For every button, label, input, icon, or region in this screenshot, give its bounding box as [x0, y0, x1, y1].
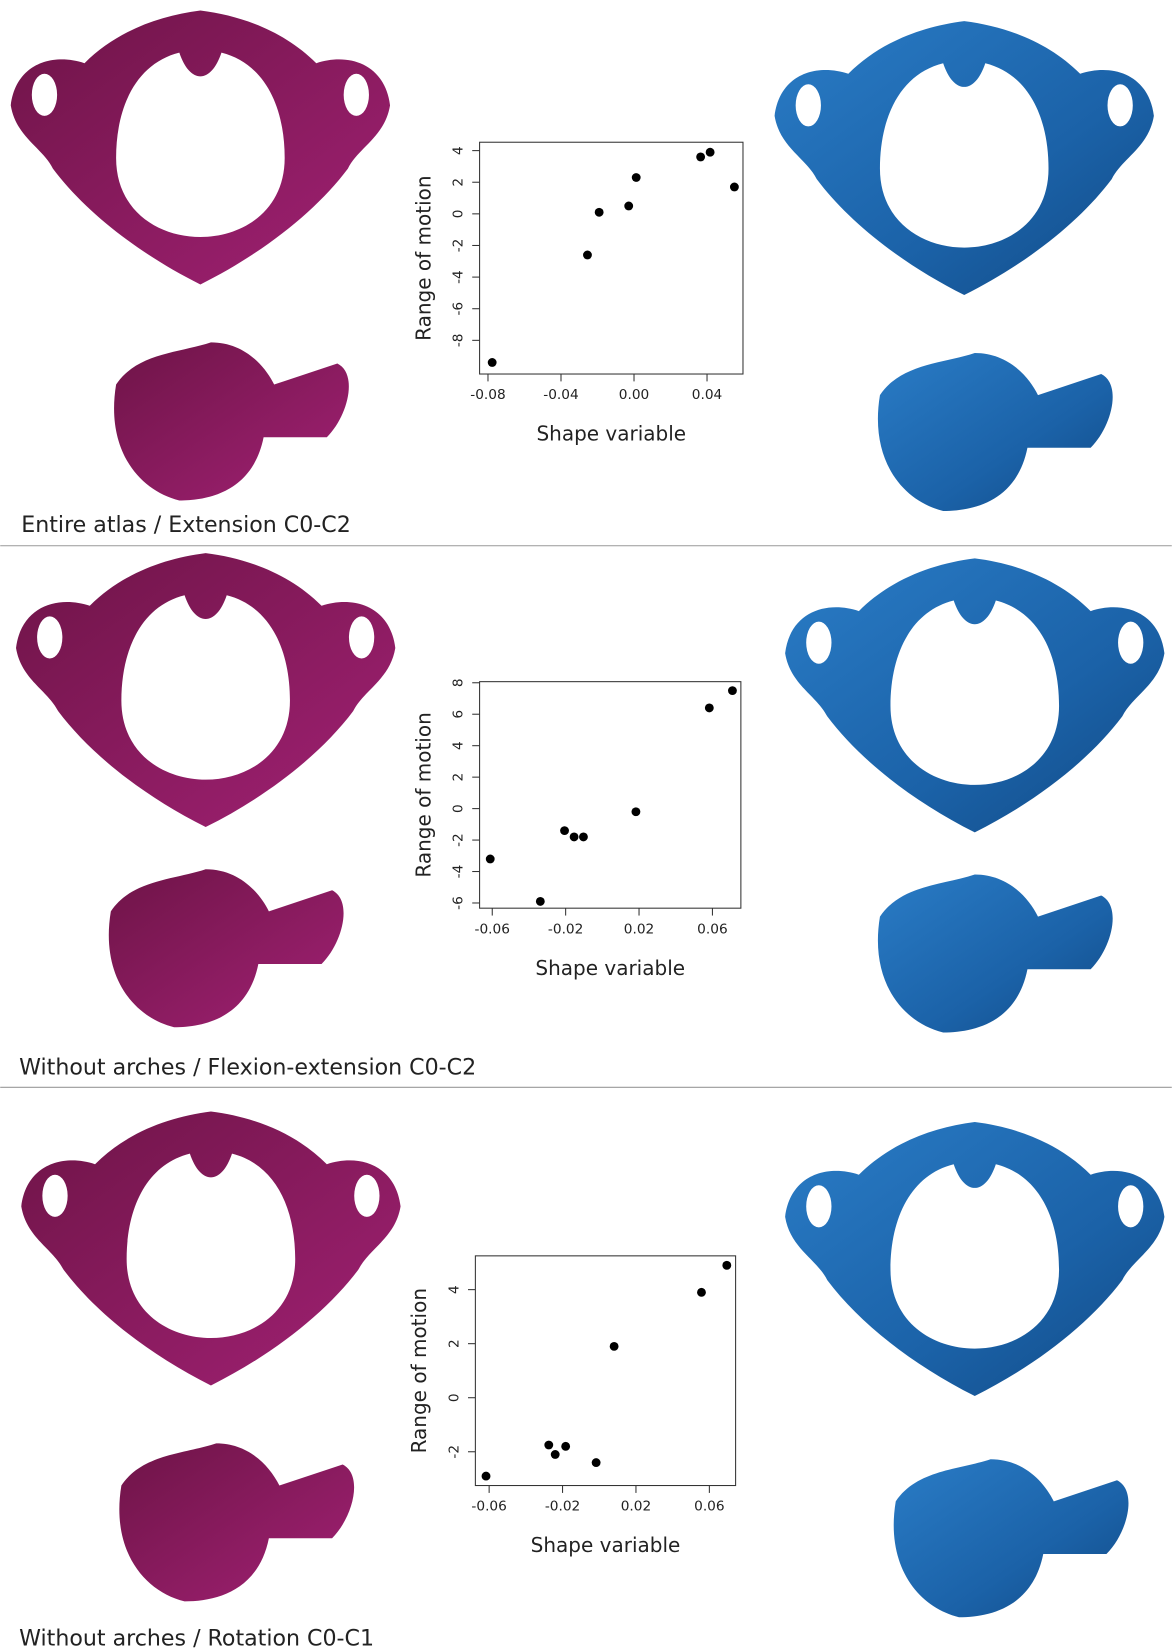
panel-caption: Entire atlas / Extension C0-C2: [21, 512, 351, 538]
data-point: [697, 1288, 706, 1297]
data-point: [610, 1342, 619, 1351]
x-axis-label: Shape variable: [531, 1533, 681, 1557]
data-point: [631, 807, 640, 816]
y-axis-label: Range of motion: [411, 712, 435, 877]
atlas-lateral-view: [894, 1459, 1129, 1617]
y-tick-label: 4: [451, 146, 467, 155]
y-tick-label: -2: [451, 239, 467, 253]
y-axis-label: Range of motion: [407, 1288, 431, 1453]
x-tick-label: 0.06: [697, 921, 727, 937]
atlas-lateral-view: [119, 1443, 354, 1601]
data-point: [696, 153, 705, 162]
x-tick-label: 0.02: [624, 921, 654, 937]
data-point: [592, 1458, 601, 1467]
data-point: [560, 826, 569, 835]
y-tick-label: -6: [451, 302, 467, 316]
data-point: [624, 202, 633, 211]
y-tick-label: 0: [451, 209, 467, 218]
x-tick-label: -0.06: [471, 1499, 506, 1515]
plot-frame: [480, 142, 743, 374]
plot-frame: [480, 682, 741, 909]
x-axis-label: Shape variable: [535, 956, 685, 980]
y-tick-label: 4: [446, 1285, 462, 1294]
atlas-lateral-view: [878, 353, 1113, 511]
data-point: [583, 251, 592, 260]
x-tick-label: -0.02: [545, 1499, 580, 1515]
x-tick-label: -0.08: [470, 387, 505, 403]
atlas-top-view: [21, 1112, 400, 1386]
atlas-top-view: [11, 11, 390, 285]
panel-caption: Without arches / Rotation C0-C1: [19, 1626, 374, 1652]
figure: -0.08 -0.04 0.00 0.04 -8 -6 -4 -2 0 2 4 Shape varia…: [0, 0, 1172, 1652]
y-tick-label: -8: [451, 334, 467, 348]
x-tick-label: 0.02: [621, 1499, 651, 1515]
x-tick-label: 0.04: [692, 387, 722, 403]
y-tick-label: 8: [451, 678, 467, 687]
y-tick-label: -2: [446, 1445, 462, 1459]
x-tick-label: 0.00: [619, 387, 649, 403]
data-point: [551, 1450, 560, 1459]
data-point: [706, 148, 715, 157]
data-point: [730, 183, 739, 192]
data-point: [482, 1472, 491, 1481]
y-tick-label: 0: [446, 1393, 462, 1402]
atlas-top-view: [775, 21, 1154, 295]
atlas-top-view: [785, 558, 1164, 832]
data-point: [544, 1441, 553, 1450]
data-point: [595, 208, 604, 217]
data-point: [728, 686, 737, 695]
atlas-top-view: [785, 1122, 1164, 1396]
data-point: [632, 173, 641, 182]
data-point: [705, 704, 714, 713]
atlas-lateral-view: [109, 869, 344, 1027]
y-axis-label: Range of motion: [411, 175, 435, 340]
data-point: [722, 1261, 731, 1270]
y-tick-label: -4: [451, 270, 467, 284]
data-point: [486, 855, 495, 864]
y-tick-label: 0: [451, 804, 467, 813]
y-tick-label: -4: [451, 865, 467, 879]
scatter-chart: -0.08 -0.04 0.00 0.04 -8 -6 -4 -2 0 2 4 Shape varia…: [21, 142, 743, 538]
x-axis-label: Shape variable: [536, 422, 686, 446]
data-point: [579, 832, 588, 841]
y-tick-label: 2: [451, 773, 467, 782]
atlas-lateral-view: [878, 874, 1113, 1032]
y-tick-label: 6: [451, 710, 467, 719]
y-tick-label: 4: [451, 741, 467, 750]
x-tick-label: -0.02: [548, 921, 583, 937]
data-point: [536, 897, 545, 906]
atlas-lateral-view: [114, 342, 349, 500]
atlas-top-view: [16, 553, 395, 827]
y-tick-label: -6: [451, 896, 467, 910]
plot-frame: [475, 1256, 735, 1486]
x-tick-label: -0.06: [475, 921, 510, 937]
data-point: [570, 832, 579, 841]
y-tick-label: 2: [446, 1339, 462, 1348]
y-tick-label: -2: [451, 833, 467, 847]
y-tick-label: 2: [451, 178, 467, 187]
x-tick-label: -0.04: [543, 387, 578, 403]
x-tick-label: 0.06: [694, 1499, 724, 1515]
panel-caption: Without arches / Flexion-extension C0-C2: [19, 1055, 476, 1081]
data-point: [488, 358, 497, 367]
data-point: [561, 1442, 570, 1451]
